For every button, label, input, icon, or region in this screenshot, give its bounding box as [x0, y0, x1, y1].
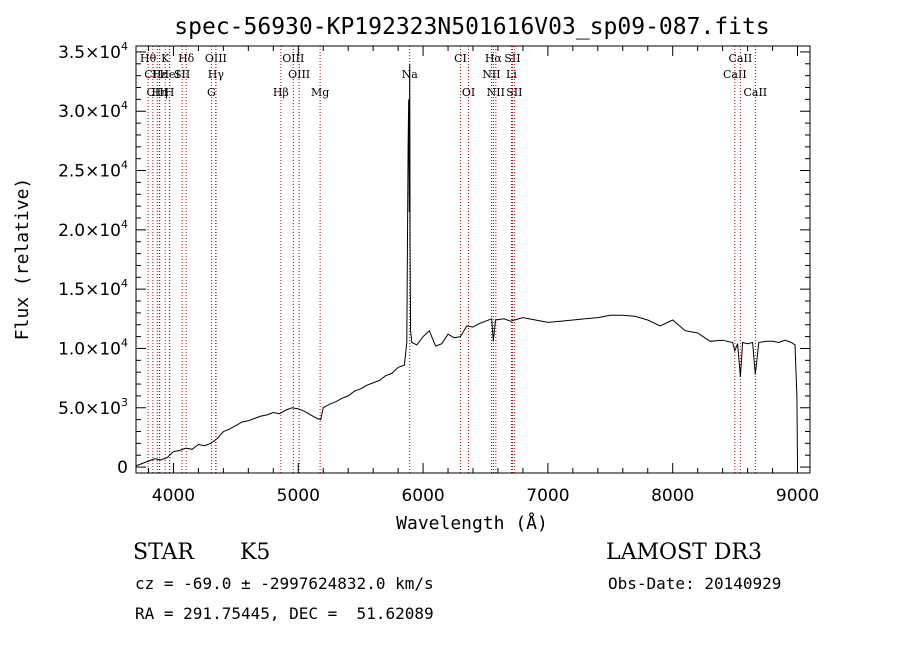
y-tick-label: 1.5×104: [58, 277, 128, 300]
y-tick-mantissa: 2.0×10: [58, 221, 121, 241]
spectral-line-label: CaII: [723, 68, 747, 81]
spectral-line-label: NII: [487, 86, 505, 99]
spectral-line-label: G: [207, 86, 216, 99]
spectral-line-label: CIII: [146, 86, 167, 99]
y-tick-mantissa: 5.0×10: [58, 399, 121, 419]
spectral-line-label: Hη: [151, 86, 167, 99]
y-tick-mantissa: 1.5×10: [58, 280, 121, 300]
y-tick-mantissa: 3.0×10: [58, 102, 121, 122]
spectral-line-label: SII: [506, 86, 522, 99]
survey-name: LAMOST DR3: [606, 540, 762, 565]
y-tick-label: 2.0×104: [58, 218, 128, 241]
x-axis-label: Wavelength (Å): [396, 512, 548, 534]
spectral-lines-group: HθCIICIIIHεHηKHeIHHδSIIOIIIHγGOIIIOIIIHβ…: [140, 46, 767, 473]
y-tick-exponent: 4: [121, 277, 128, 290]
spectral-line-label: SII: [174, 68, 190, 81]
plot-frame: [135, 45, 811, 474]
series-group: [135, 63, 798, 467]
spectral-line-label: CI: [454, 52, 467, 65]
y-tick-exponent: 4: [121, 336, 128, 349]
x-tick-label: 4000: [152, 486, 195, 506]
spectral-line-label: CaII: [743, 86, 767, 99]
y-tick-label: 0: [117, 458, 128, 478]
spectral-line-label: K: [161, 52, 170, 65]
spectral-line-label: OIII: [282, 52, 304, 65]
y-tick-label: 3.5×104: [58, 40, 128, 63]
spectral-line-label: Hβ: [273, 86, 289, 99]
y-tick-exponent: 4: [121, 218, 128, 231]
object-subclass: K5: [240, 540, 271, 565]
y-tick-exponent: 4: [121, 40, 128, 53]
spectral-line-label: Hα: [485, 52, 503, 65]
spectrum-line: [135, 63, 798, 467]
spectral-line-label: SII: [504, 52, 520, 65]
spectral-line-label: CII: [144, 68, 161, 81]
chart-title: spec-56930-KP192323N501616V03_sp09-087.f…: [174, 14, 769, 40]
spectral-line-label: NII: [482, 68, 500, 81]
x-tick-label: 5000: [277, 486, 320, 506]
y-tick-exponent: 4: [121, 99, 128, 112]
x-tick-label: 9000: [776, 486, 819, 506]
object-class: STAR: [133, 540, 194, 565]
obs-date: Obs-Date: 20140929: [608, 574, 782, 593]
x-tick-label: 6000: [401, 486, 444, 506]
y-tick-exponent: 4: [121, 159, 128, 172]
spectral-line-label: CaII: [729, 52, 753, 65]
spectral-line-label: OIII: [288, 68, 310, 81]
y-tick-mantissa: 2.5×10: [58, 162, 121, 182]
y-tick-mantissa: 1.0×10: [58, 339, 121, 359]
spectral-line-label: HeI: [159, 68, 179, 81]
y-tick-mantissa: 3.5×10: [58, 43, 121, 63]
y-tick-label: 2.5×104: [58, 159, 128, 182]
spectral-line-label: Hθ: [140, 52, 157, 65]
y-tick-label: 1.0×104: [58, 336, 128, 359]
spectral-line-label: Li: [506, 68, 517, 81]
x-axis-ticks: 4000 5000 6000 7000 8000 9000: [147, 46, 819, 506]
x-tick-label: 8000: [651, 486, 694, 506]
y-tick-mantissa: 0: [117, 458, 128, 478]
y-tick-label: 3.0×104: [58, 99, 128, 122]
spectral-line-label: Mg: [311, 86, 329, 99]
y-axis-label: Flux (relative): [12, 178, 33, 341]
spectral-line-label: Hε: [152, 68, 168, 81]
x-tick-label: 7000: [526, 486, 569, 506]
y-tick-exponent: 3: [121, 396, 128, 409]
y-tick-label: 5.0×103: [58, 396, 128, 419]
spectral-line-label: OI: [462, 86, 475, 99]
redshift-text: cz = -69.0 ± -2997624832.0 km/s: [135, 574, 434, 593]
coordinates: RA = 291.75445, DEC = 51.62089: [135, 604, 434, 623]
y-axis-ticks: 05.0×1031.0×1041.5×1042.0×1042.5×1043.0×…: [58, 40, 810, 478]
spectral-line-label: Hδ: [178, 52, 195, 65]
spectral-line-label: H: [165, 86, 175, 99]
spectral-line-label: Hγ: [208, 68, 225, 81]
